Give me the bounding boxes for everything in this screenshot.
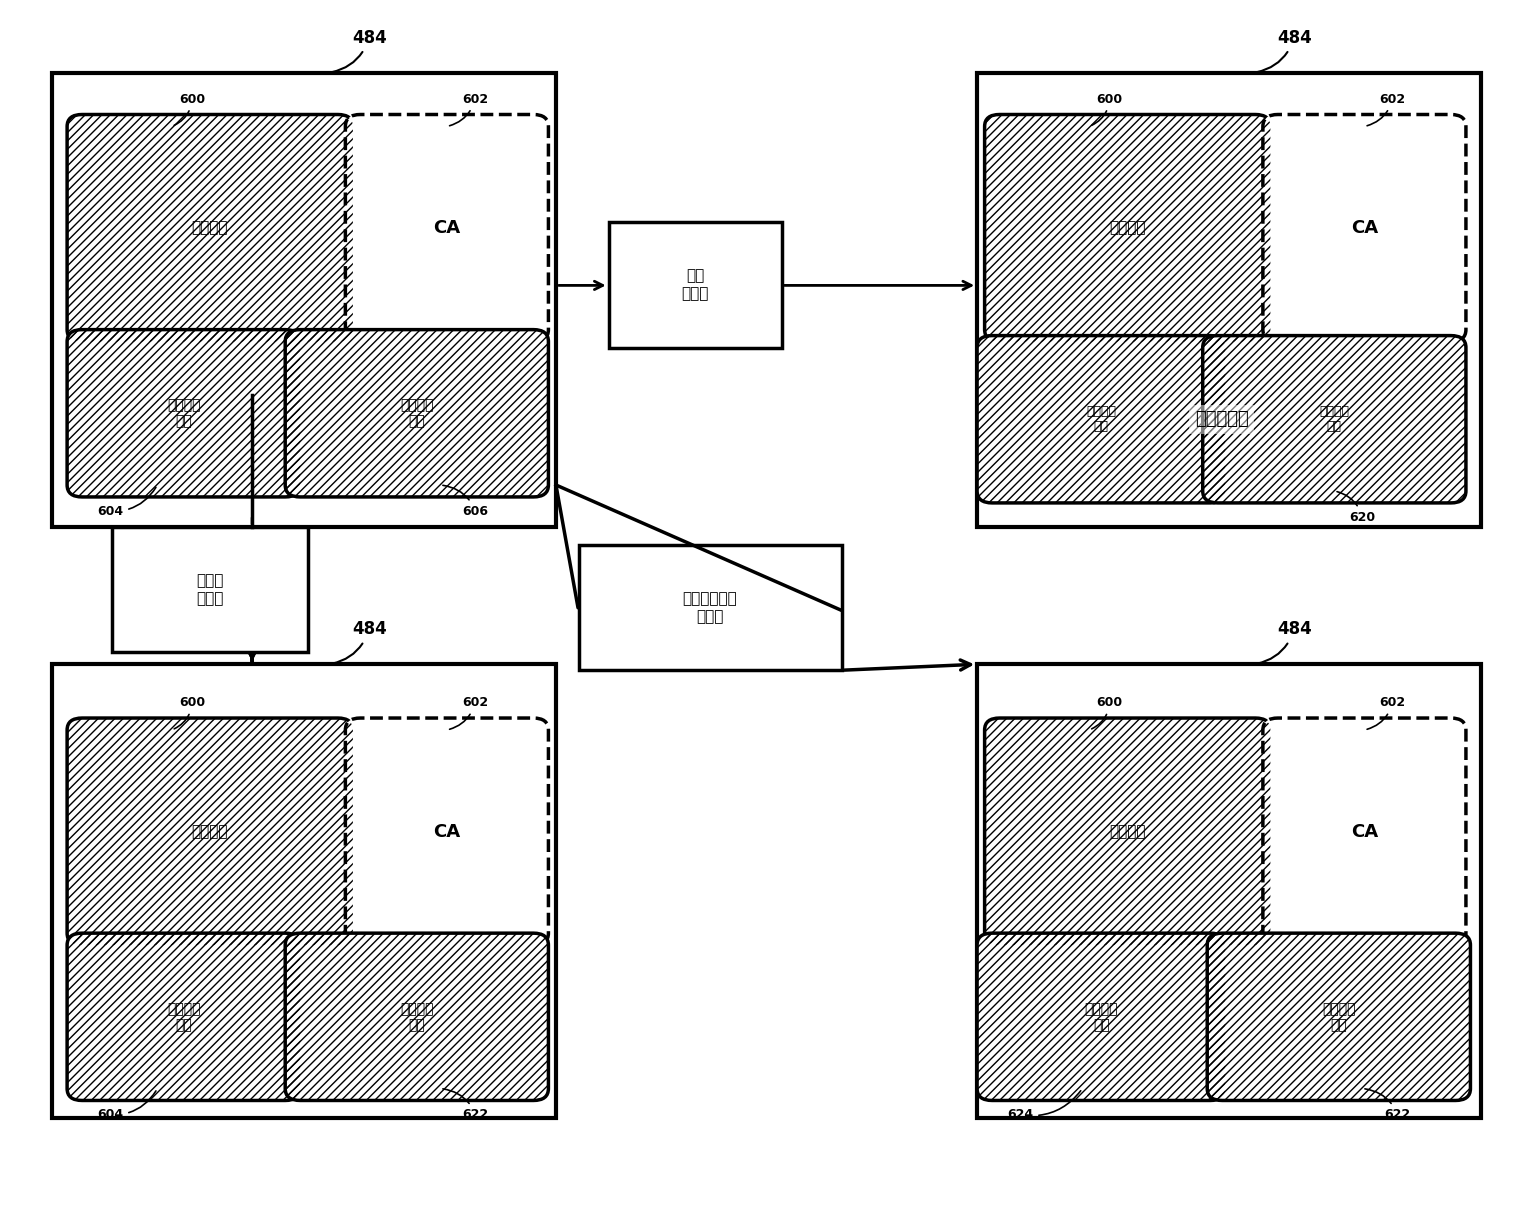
Text: 无黑白、彩色
调色剂: 无黑白、彩色 调色剂 bbox=[683, 591, 738, 624]
FancyBboxPatch shape bbox=[985, 718, 1271, 945]
Text: 484: 484 bbox=[1257, 29, 1312, 73]
Text: 604: 604 bbox=[97, 487, 156, 517]
FancyBboxPatch shape bbox=[978, 664, 1482, 1118]
Text: 无彩色调
色剂: 无彩色调 色剂 bbox=[401, 1002, 434, 1032]
Text: 开始读入: 开始读入 bbox=[1110, 825, 1146, 839]
Text: 484: 484 bbox=[1257, 620, 1312, 664]
Text: 无彩色调
色剂: 无彩色调 色剂 bbox=[1322, 1002, 1356, 1032]
FancyBboxPatch shape bbox=[978, 336, 1225, 503]
FancyBboxPatch shape bbox=[978, 933, 1225, 1100]
FancyBboxPatch shape bbox=[609, 222, 782, 347]
Text: 602: 602 bbox=[449, 696, 489, 729]
FancyBboxPatch shape bbox=[1207, 933, 1471, 1100]
Text: 开始读入: 开始读入 bbox=[191, 825, 228, 839]
Text: 602: 602 bbox=[449, 93, 489, 126]
Text: CA: CA bbox=[433, 822, 460, 840]
FancyBboxPatch shape bbox=[1202, 336, 1466, 503]
FancyBboxPatch shape bbox=[67, 933, 301, 1100]
Text: 600: 600 bbox=[1091, 93, 1123, 126]
Text: 开始黑白
复印: 开始黑白 复印 bbox=[167, 398, 200, 428]
Text: 622: 622 bbox=[1365, 1089, 1410, 1122]
Text: 602: 602 bbox=[1368, 696, 1406, 729]
FancyBboxPatch shape bbox=[112, 527, 308, 653]
FancyBboxPatch shape bbox=[67, 115, 352, 342]
FancyBboxPatch shape bbox=[52, 664, 556, 1118]
Text: 484: 484 bbox=[332, 620, 387, 664]
FancyBboxPatch shape bbox=[346, 115, 548, 342]
Text: 606: 606 bbox=[443, 485, 489, 517]
Text: 600: 600 bbox=[1091, 696, 1123, 729]
FancyBboxPatch shape bbox=[985, 115, 1271, 342]
Text: 484: 484 bbox=[332, 29, 387, 73]
FancyBboxPatch shape bbox=[52, 73, 556, 527]
FancyBboxPatch shape bbox=[1263, 115, 1466, 342]
Text: 604: 604 bbox=[97, 1091, 156, 1122]
Text: CA: CA bbox=[1351, 219, 1378, 237]
FancyBboxPatch shape bbox=[285, 933, 548, 1100]
FancyBboxPatch shape bbox=[67, 330, 301, 497]
Text: CA: CA bbox=[1351, 822, 1378, 840]
Text: 开始彩色
复印: 开始彩色 复印 bbox=[1319, 405, 1350, 433]
Text: 600: 600 bbox=[175, 696, 205, 729]
Text: 620: 620 bbox=[1337, 492, 1375, 523]
Text: 无黑
调色剂: 无黑 调色剂 bbox=[682, 268, 709, 301]
FancyBboxPatch shape bbox=[67, 718, 352, 945]
Text: 开始读入: 开始读入 bbox=[191, 220, 228, 236]
Text: 开始黑白
复印: 开始黑白 复印 bbox=[1087, 405, 1116, 433]
Text: 无黑调白
复印: 无黑调白 复印 bbox=[1084, 1002, 1117, 1032]
FancyBboxPatch shape bbox=[978, 73, 1482, 527]
Text: 无黑调色剂: 无黑调色剂 bbox=[1195, 410, 1248, 428]
Text: 无彩色
调色剂: 无彩色 调色剂 bbox=[196, 573, 223, 606]
Text: 开始读入: 开始读入 bbox=[1110, 220, 1146, 236]
Text: 602: 602 bbox=[1368, 93, 1406, 126]
Text: 600: 600 bbox=[175, 93, 205, 126]
Text: 622: 622 bbox=[443, 1089, 489, 1122]
Text: 开始彩色
复印: 开始彩色 复印 bbox=[401, 398, 434, 428]
Text: 开始黑白
复印: 开始黑白 复印 bbox=[167, 1002, 200, 1032]
Text: 624: 624 bbox=[1006, 1091, 1081, 1122]
FancyBboxPatch shape bbox=[346, 718, 548, 945]
FancyBboxPatch shape bbox=[285, 330, 548, 497]
FancyBboxPatch shape bbox=[578, 545, 841, 670]
FancyBboxPatch shape bbox=[1263, 718, 1466, 945]
Text: CA: CA bbox=[433, 219, 460, 237]
